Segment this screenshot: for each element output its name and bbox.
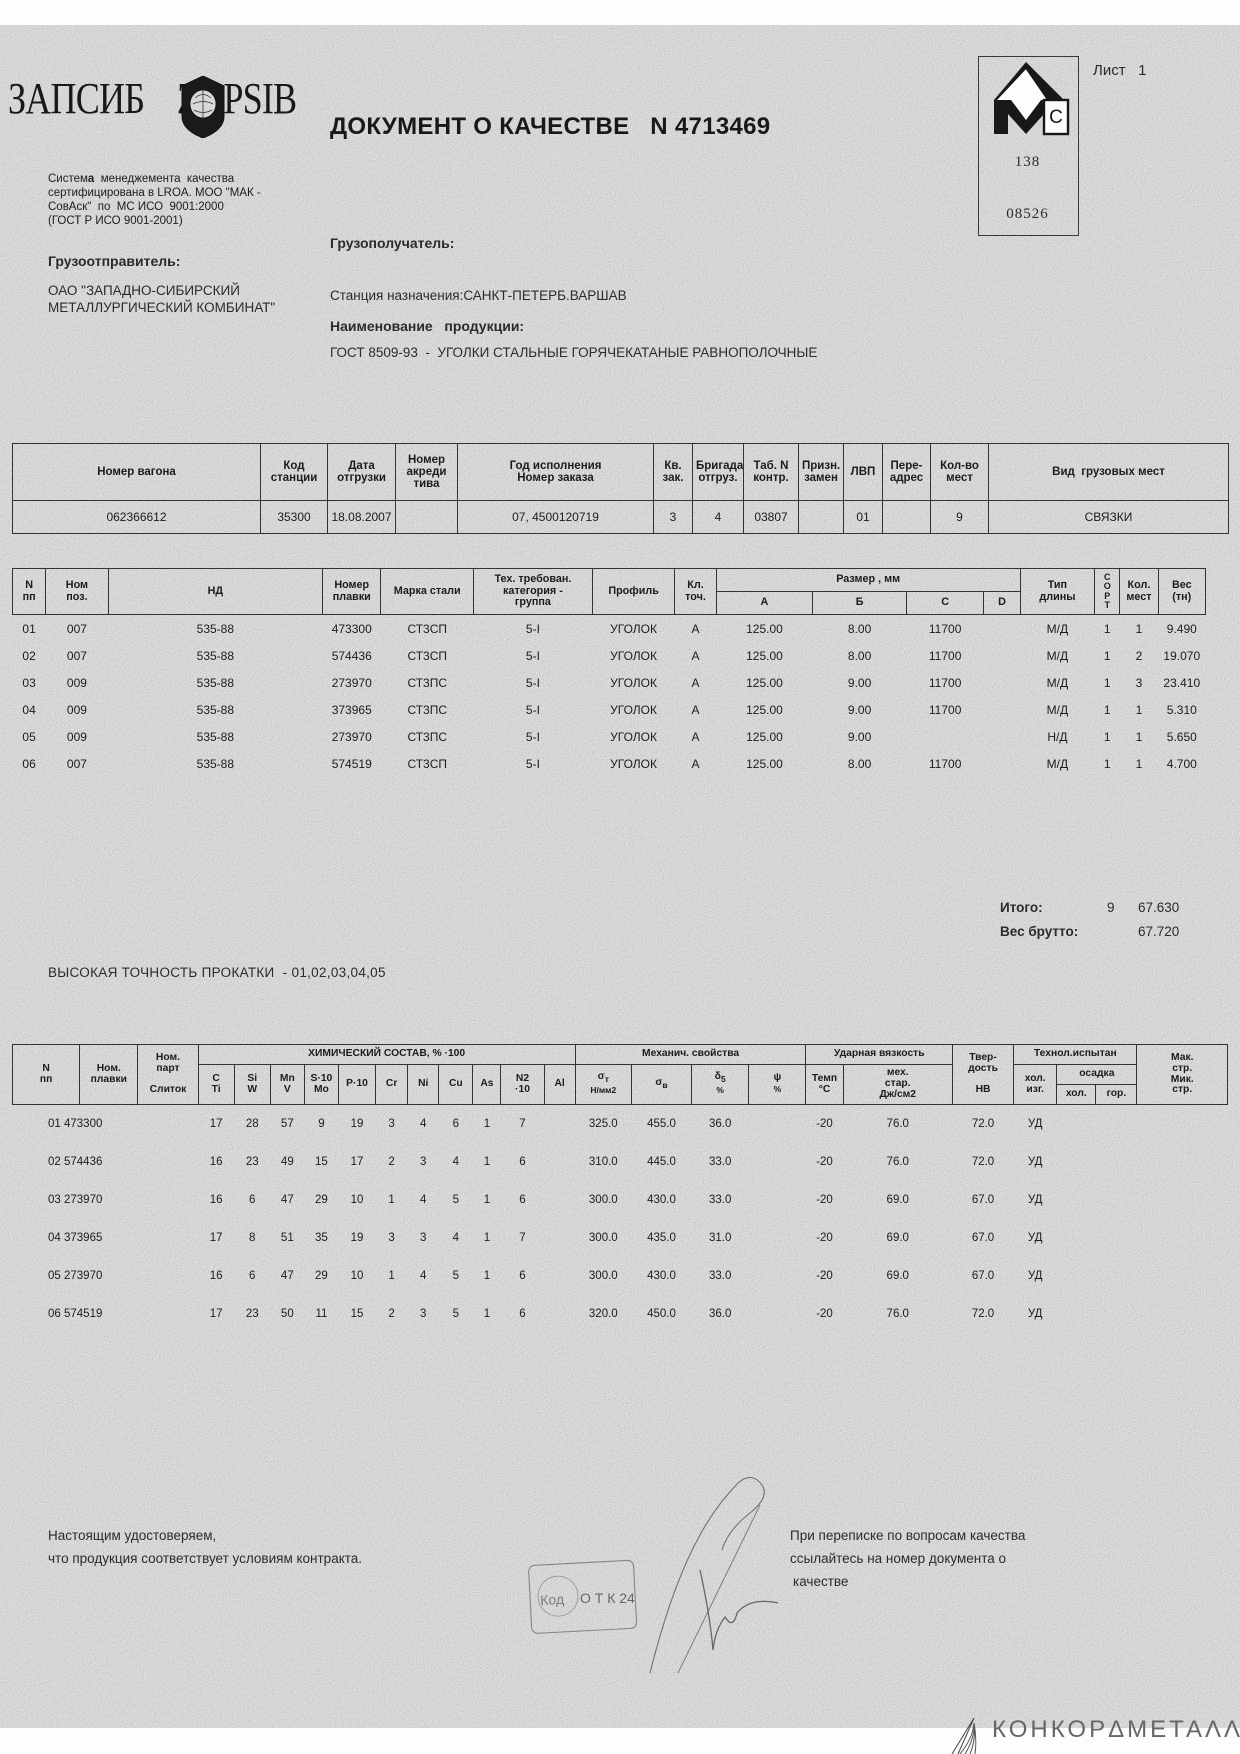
svg-text:Код: Код [540,1591,565,1608]
svg-text:C: C [1049,107,1063,128]
svg-text:О Т К 24: О Т К 24 [580,1590,635,1606]
